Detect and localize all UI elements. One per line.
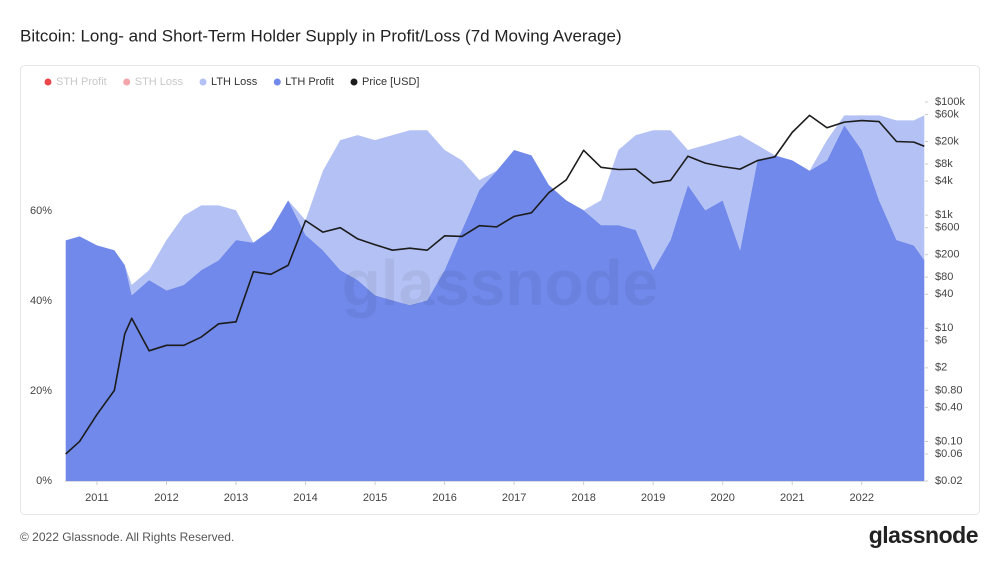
legend-marker <box>199 78 207 86</box>
y2-tick-label: $40 <box>935 288 953 300</box>
area <box>65 125 925 481</box>
legend-label: STH Loss <box>135 76 184 88</box>
price-line <box>65 114 925 455</box>
y2-tick-label: $200 <box>935 249 959 261</box>
x-tick-label: 2013 <box>224 492 248 504</box>
x-tick-label: 2021 <box>780 492 804 504</box>
y-tick-label: 20% <box>30 385 52 397</box>
x-tick-label: 2018 <box>571 492 595 504</box>
legend-label: LTH Loss <box>211 76 258 88</box>
logo: glassnode <box>869 522 978 548</box>
y2-tick-label: $4k <box>935 175 953 187</box>
y2-tick-label: $100k <box>935 96 965 108</box>
y2-tick-label: $0.10 <box>935 435 963 447</box>
x-tick-label: 2015 <box>363 492 387 504</box>
x-tick-label: 2011 <box>85 492 109 504</box>
legend-label: LTH Profit <box>285 76 334 88</box>
x-tick-label: 2016 <box>432 492 456 504</box>
y2-tick-label: $60k <box>935 108 959 120</box>
y2-tick-label: $20k <box>935 135 959 147</box>
copyright: © 2022 Glassnode. All Rights Reserved. <box>20 530 234 544</box>
y2-tick-label: $2 <box>935 362 947 374</box>
y2-tick-label: $0.02 <box>935 475 963 487</box>
legend-marker <box>350 78 358 86</box>
legend-label: STH Profit <box>56 76 107 88</box>
y2-tick-label: $8k <box>935 158 953 170</box>
y-tick-label: 0% <box>36 475 52 487</box>
watermark: glassnode <box>342 247 659 319</box>
chart-title: Bitcoin: Long- and Short-Term Holder Sup… <box>20 26 622 45</box>
chart-frame <box>20 65 980 515</box>
x-tick-label: 2017 <box>502 492 526 504</box>
y2-tick-label: $0.80 <box>935 384 963 396</box>
y-tick-label: 60% <box>30 205 52 217</box>
x-tick-label: 2022 <box>849 492 873 504</box>
y2-tick-label: $1k <box>935 209 953 221</box>
y2-tick-label: $10 <box>935 322 953 334</box>
y2-tick-label: $80 <box>935 271 953 283</box>
x-tick-label: 2020 <box>710 492 734 504</box>
legend-marker <box>123 78 131 86</box>
y2-tick-label: $0.06 <box>935 448 963 460</box>
x-tick-label: 2012 <box>154 492 178 504</box>
y-tick-label: 40% <box>30 295 52 307</box>
y2-tick-label: $6 <box>935 335 947 347</box>
area <box>65 115 925 306</box>
y2-tick-label: $0.40 <box>935 401 963 413</box>
legend-label: Price [USD] <box>362 76 419 88</box>
legend-marker <box>44 78 52 86</box>
x-tick-label: 2019 <box>641 492 665 504</box>
plot-area: 0% 20% 40% 60% $100k$60k $20k $8k $4k $1k$600 $20… <box>30 76 966 504</box>
legend-marker <box>273 78 281 86</box>
y2-tick-label: $600 <box>935 222 959 234</box>
x-tick-label: 2014 <box>293 492 317 504</box>
